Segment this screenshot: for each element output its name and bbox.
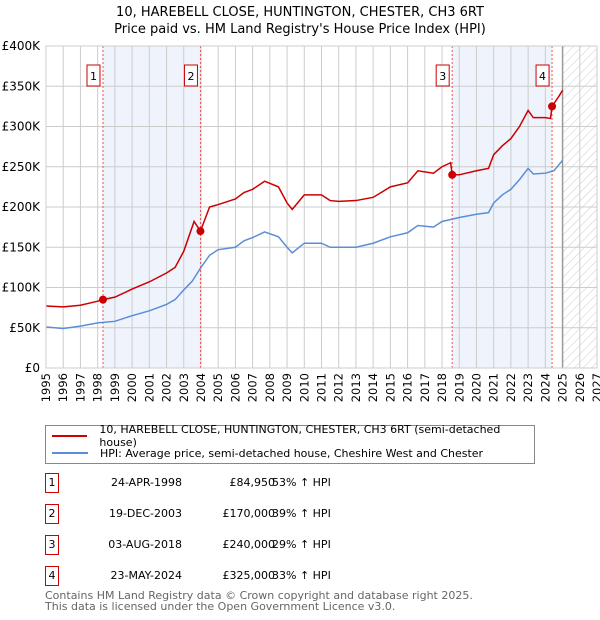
sale-label: 4 bbox=[539, 70, 546, 83]
sale-hpi-diff: 29% ↑ HPI bbox=[272, 538, 331, 551]
x-tick-label: 1998 bbox=[91, 373, 105, 402]
x-tick-label: 2018 bbox=[435, 373, 449, 402]
x-tick-label: 2019 bbox=[452, 373, 466, 402]
x-tick-label: 2015 bbox=[383, 373, 397, 402]
y-tick-label: £350K bbox=[2, 79, 42, 93]
sale-number: 1 bbox=[45, 473, 59, 493]
sale-label: 2 bbox=[187, 70, 194, 83]
y-tick-label: £100K bbox=[2, 281, 42, 295]
sale-number: 2 bbox=[45, 504, 59, 524]
sale-label-box bbox=[435, 64, 450, 87]
sale-label-box bbox=[183, 64, 198, 87]
sale-date: 24-APR-1998 bbox=[110, 476, 182, 489]
x-tick-label: 2024 bbox=[538, 373, 552, 402]
y-tick-label: £50K bbox=[9, 321, 41, 335]
legend-swatch-blue bbox=[52, 452, 88, 454]
footer-line: This data is licensed under the Open Gov… bbox=[45, 600, 396, 613]
x-tick-label: 2009 bbox=[280, 373, 294, 402]
sale-point bbox=[196, 227, 205, 236]
sale-hpi-diff: 33% ↑ HPI bbox=[272, 569, 331, 582]
x-tick-label: 2016 bbox=[401, 373, 415, 402]
y-tick-label: £400K bbox=[2, 39, 42, 53]
x-tick-label: 1996 bbox=[56, 373, 70, 402]
x-tick-label: 2003 bbox=[177, 373, 191, 402]
x-tick-label: 2007 bbox=[246, 373, 260, 402]
legend-item-property: 10, HAREBELL CLOSE, HUNTINGTON, CHESTER,… bbox=[52, 423, 534, 449]
chart-subtitle: Price paid vs. HM Land Registry's House … bbox=[114, 22, 486, 37]
sale-price: £325,000 bbox=[222, 569, 276, 582]
x-tick-label: 2026 bbox=[573, 373, 587, 402]
sale-date: 19-DEC-2003 bbox=[108, 507, 182, 520]
sale-date: 03-AUG-2018 bbox=[108, 538, 182, 551]
x-tick-label: 1997 bbox=[73, 373, 87, 402]
sale-number: 3 bbox=[45, 535, 59, 555]
sale-row: 4 23-MAY-2024 £325,000 33% ↑ HPI bbox=[45, 566, 545, 586]
x-tick-label: 2011 bbox=[315, 373, 329, 402]
legend-label: 10, HAREBELL CLOSE, HUNTINGTON, CHESTER,… bbox=[99, 423, 501, 449]
y-tick-label: £200K bbox=[2, 200, 42, 214]
plot-frame bbox=[45, 45, 598, 369]
y-tick-label: £150K bbox=[2, 240, 42, 254]
x-tick-label: 2017 bbox=[418, 373, 432, 402]
sale-row: 2 19-DEC-2003 £170,000 39% ↑ HPI bbox=[45, 504, 545, 524]
x-tick-label: 1999 bbox=[108, 373, 122, 402]
sale-label: 3 bbox=[439, 70, 446, 83]
sale-hpi-diff: 39% ↑ HPI bbox=[272, 507, 331, 520]
x-tick-label: 2012 bbox=[332, 373, 346, 402]
x-tick-label: 2013 bbox=[349, 373, 363, 402]
footer-line: Contains HM Land Registry data © Crown c… bbox=[45, 589, 473, 602]
series-line bbox=[45, 89, 564, 308]
x-tick-label: 2006 bbox=[228, 373, 242, 402]
sale-row: 3 03-AUG-2018 £240,000 29% ↑ HPI bbox=[45, 535, 545, 555]
legend-swatch-red bbox=[52, 435, 88, 437]
sale-number: 4 bbox=[45, 566, 59, 586]
sale-price: £240,000 bbox=[222, 538, 276, 551]
x-tick-label: 2025 bbox=[556, 373, 570, 402]
x-tick-label: 2020 bbox=[469, 373, 483, 402]
x-tick-label: 2022 bbox=[504, 373, 518, 402]
x-tick-label: 2001 bbox=[142, 373, 156, 402]
sale-date: 23-MAY-2024 bbox=[110, 569, 182, 582]
x-tick-label: 2005 bbox=[211, 373, 225, 402]
x-tick-label: 2004 bbox=[194, 373, 208, 402]
sale-label-box bbox=[535, 64, 550, 87]
x-tick-label: 2008 bbox=[263, 373, 277, 402]
x-tick-label: 2027 bbox=[590, 373, 600, 402]
sale-label: 1 bbox=[90, 70, 97, 83]
y-tick-label: £250K bbox=[2, 160, 42, 174]
sale-row: 1 24-APR-1998 £84,950 53% ↑ HPI bbox=[45, 473, 545, 493]
x-tick-label: 2023 bbox=[521, 373, 535, 402]
sale-price: £170,000 bbox=[222, 507, 276, 520]
sale-hpi-diff: 53% ↑ HPI bbox=[272, 476, 331, 489]
legend-item-hpi: HPI: Average price, semi-detached house,… bbox=[52, 445, 483, 461]
line-chart: 1995 1996 1997 1998 1999 2000 2001 2002 2003 2004… bbox=[2, 39, 600, 402]
x-tick-label: 2000 bbox=[125, 373, 139, 402]
x-tick-label: 2002 bbox=[160, 373, 174, 402]
legend-label: HPI: Average price, semi-detached house,… bbox=[100, 446, 484, 460]
x-tick-label: 1995 bbox=[39, 373, 53, 402]
chart-title: 10, HAREBELL CLOSE, HUNTINGTON, CHESTER,… bbox=[116, 5, 484, 20]
sale-point bbox=[448, 170, 457, 179]
sale-label-box bbox=[86, 64, 101, 87]
y-tick-label: £0 bbox=[25, 361, 40, 375]
x-tick-label: 2021 bbox=[487, 373, 501, 402]
x-tick-label: 2010 bbox=[297, 373, 311, 402]
y-tick-label: £300K bbox=[2, 120, 42, 134]
sale-point bbox=[98, 295, 107, 304]
sale-price: £84,950 bbox=[229, 476, 276, 489]
sale-point bbox=[548, 102, 557, 111]
x-tick-label: 2014 bbox=[366, 373, 380, 402]
legend: 10, HAREBELL CLOSE, HUNTINGTON, CHESTER,… bbox=[45, 423, 535, 464]
series-line bbox=[45, 159, 564, 330]
